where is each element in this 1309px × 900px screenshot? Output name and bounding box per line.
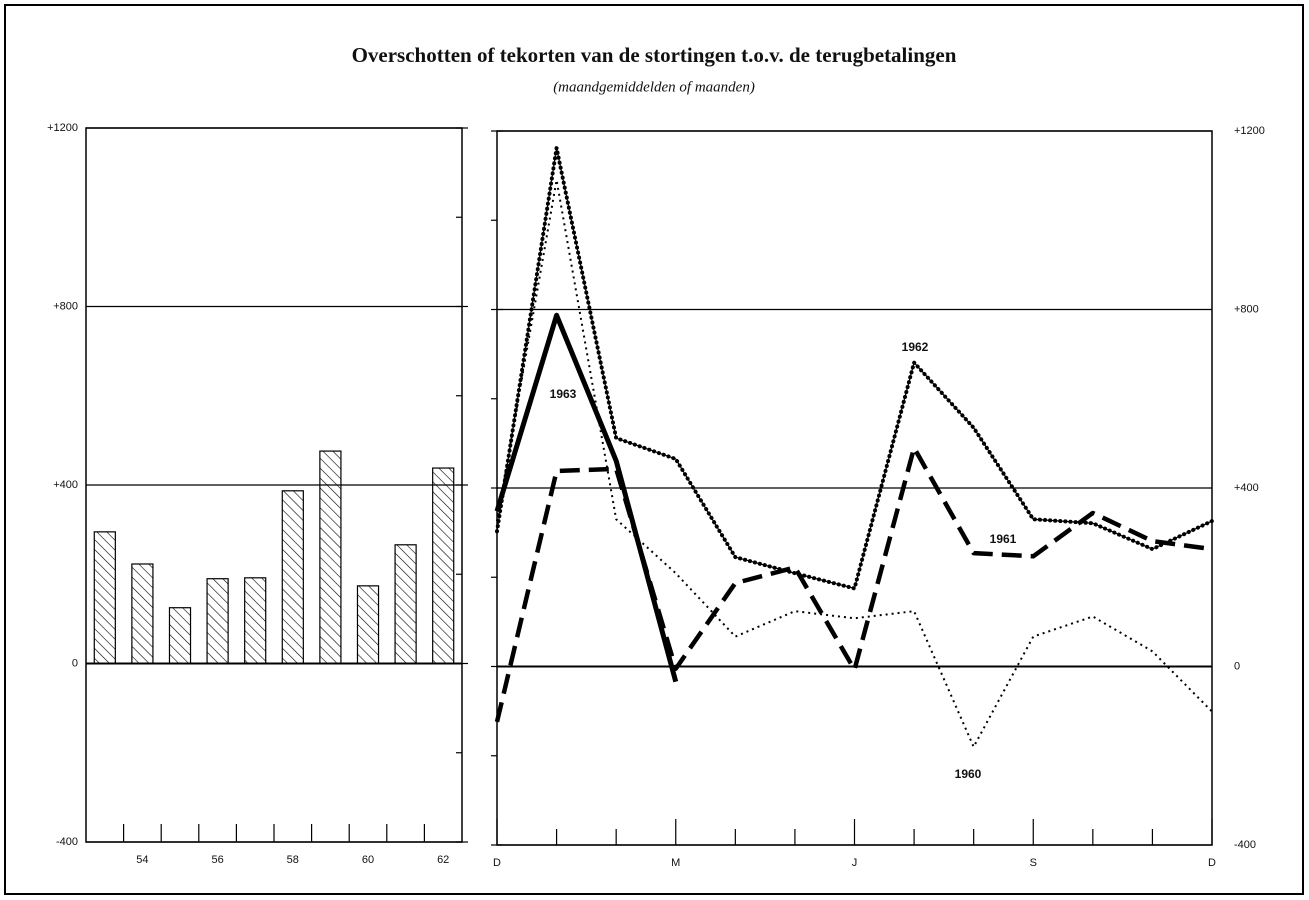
series-label: 1962	[902, 340, 929, 354]
x-tick-label: 58	[287, 854, 299, 866]
chart-title: Overschotten of tekorten van de storting…	[352, 43, 957, 67]
y-tick-label: +1200	[47, 122, 78, 134]
bar	[281, 490, 304, 665]
series-label: 1963	[550, 387, 577, 401]
y-tick-label: -400	[56, 836, 78, 848]
bar	[206, 578, 229, 665]
bar	[432, 467, 455, 665]
x-tick-label: D	[493, 857, 501, 869]
bar	[168, 607, 192, 665]
series-line	[494, 312, 679, 683]
y-tick-label: +400	[1234, 482, 1259, 494]
x-tick-label: S	[1030, 857, 1037, 869]
y-tick-label: +800	[53, 300, 78, 312]
y-tick-label: -400	[1234, 839, 1256, 851]
series-line-core	[496, 147, 1213, 590]
x-tick-label: 60	[362, 854, 374, 866]
y-tick-label: +800	[1234, 303, 1259, 315]
x-tick-label: D	[1208, 857, 1216, 869]
bar	[93, 531, 116, 665]
bar	[394, 544, 417, 665]
x-tick-label: M	[671, 857, 680, 869]
bar	[244, 577, 267, 665]
x-tick-label: J	[852, 857, 858, 869]
frame	[4, 4, 1304, 895]
chart-subtitle: (maandgemiddelden of maanden)	[553, 79, 755, 95]
series-label: 1960	[955, 767, 982, 781]
x-tick-label: 62	[437, 854, 449, 866]
y-tick-label: 0	[72, 657, 78, 669]
y-tick-label: +400	[53, 479, 78, 491]
bar	[319, 450, 342, 665]
series-line	[495, 145, 1214, 591]
x-tick-label: 54	[136, 854, 148, 866]
series-label: 1961	[990, 532, 1017, 546]
series-line	[496, 179, 1213, 748]
series-line	[494, 445, 1213, 723]
bar	[131, 563, 154, 665]
y-tick-label: 0	[1234, 660, 1240, 672]
y-tick-label: +1200	[1234, 125, 1265, 137]
bar	[356, 585, 380, 665]
x-tick-label: 56	[211, 854, 223, 866]
